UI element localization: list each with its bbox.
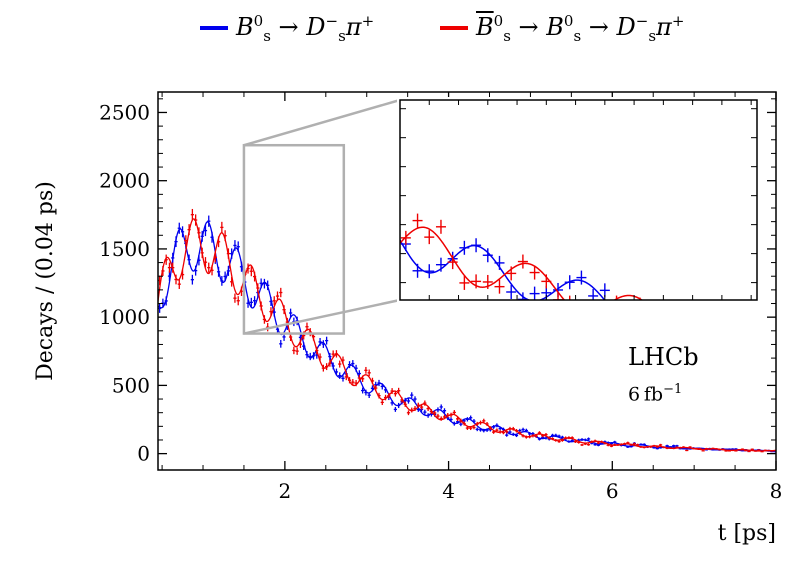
legend: B0s → D−sπ+ B0s → B0s → D−sπ+ <box>0 8 800 48</box>
inset-series-blue <box>400 237 610 300</box>
legend-entry-red: B0s → B0s → D−sπ+ <box>440 8 684 48</box>
zoom-box <box>242 143 346 335</box>
legend-entry-blue: B0s → D−sπ+ <box>200 8 374 48</box>
main-plot: 0 500 1000 1500 2000 2500 2 4 6 8 t [ps] Decays / (… <box>33 91 783 546</box>
y-tick-label: 0 <box>137 442 150 466</box>
legend-swatch-red <box>440 26 468 30</box>
y-tick-label: 500 <box>112 373 150 397</box>
luminosity-label: 6 fb−1 <box>628 382 682 405</box>
inset-frame <box>399 99 758 301</box>
lumi-value: 6 <box>628 383 641 406</box>
experiment-label: LHCb <box>628 343 699 371</box>
lumi-unit: fb <box>643 383 664 406</box>
x-tick-label: 4 <box>442 479 455 503</box>
legend-swatch-blue <box>200 26 228 30</box>
inset-fit-curve <box>400 239 606 300</box>
fit-curve <box>158 218 776 452</box>
fit-curve <box>158 221 776 452</box>
y-tick-label: 2500 <box>99 100 150 124</box>
x-axis-label: t [ps] <box>718 521 776 546</box>
plot-frame <box>157 91 777 471</box>
lumi-exponent: −1 <box>663 382 683 397</box>
series-red <box>158 208 776 453</box>
legend-label-red: B0s → B0s → D−sπ+ <box>476 11 685 45</box>
x-tick-label: 6 <box>606 479 619 503</box>
zoom-connector-top <box>243 98 401 147</box>
inset-background <box>397 97 760 303</box>
inset-fit-curve <box>400 226 644 300</box>
zoom-connector-bottom <box>243 298 401 335</box>
y-tick-label: 1500 <box>99 237 150 261</box>
y-axis-label: Decays / (0.04 ps) <box>33 181 58 381</box>
inset-plot <box>243 97 760 335</box>
y-tick-label: 2000 <box>99 169 150 193</box>
x-tick-label: 8 <box>770 479 783 503</box>
x-tick-label: 2 <box>279 479 292 503</box>
y-tick-label: 1000 <box>99 305 150 329</box>
legend-label-blue: B0s → D−sπ+ <box>236 11 375 45</box>
